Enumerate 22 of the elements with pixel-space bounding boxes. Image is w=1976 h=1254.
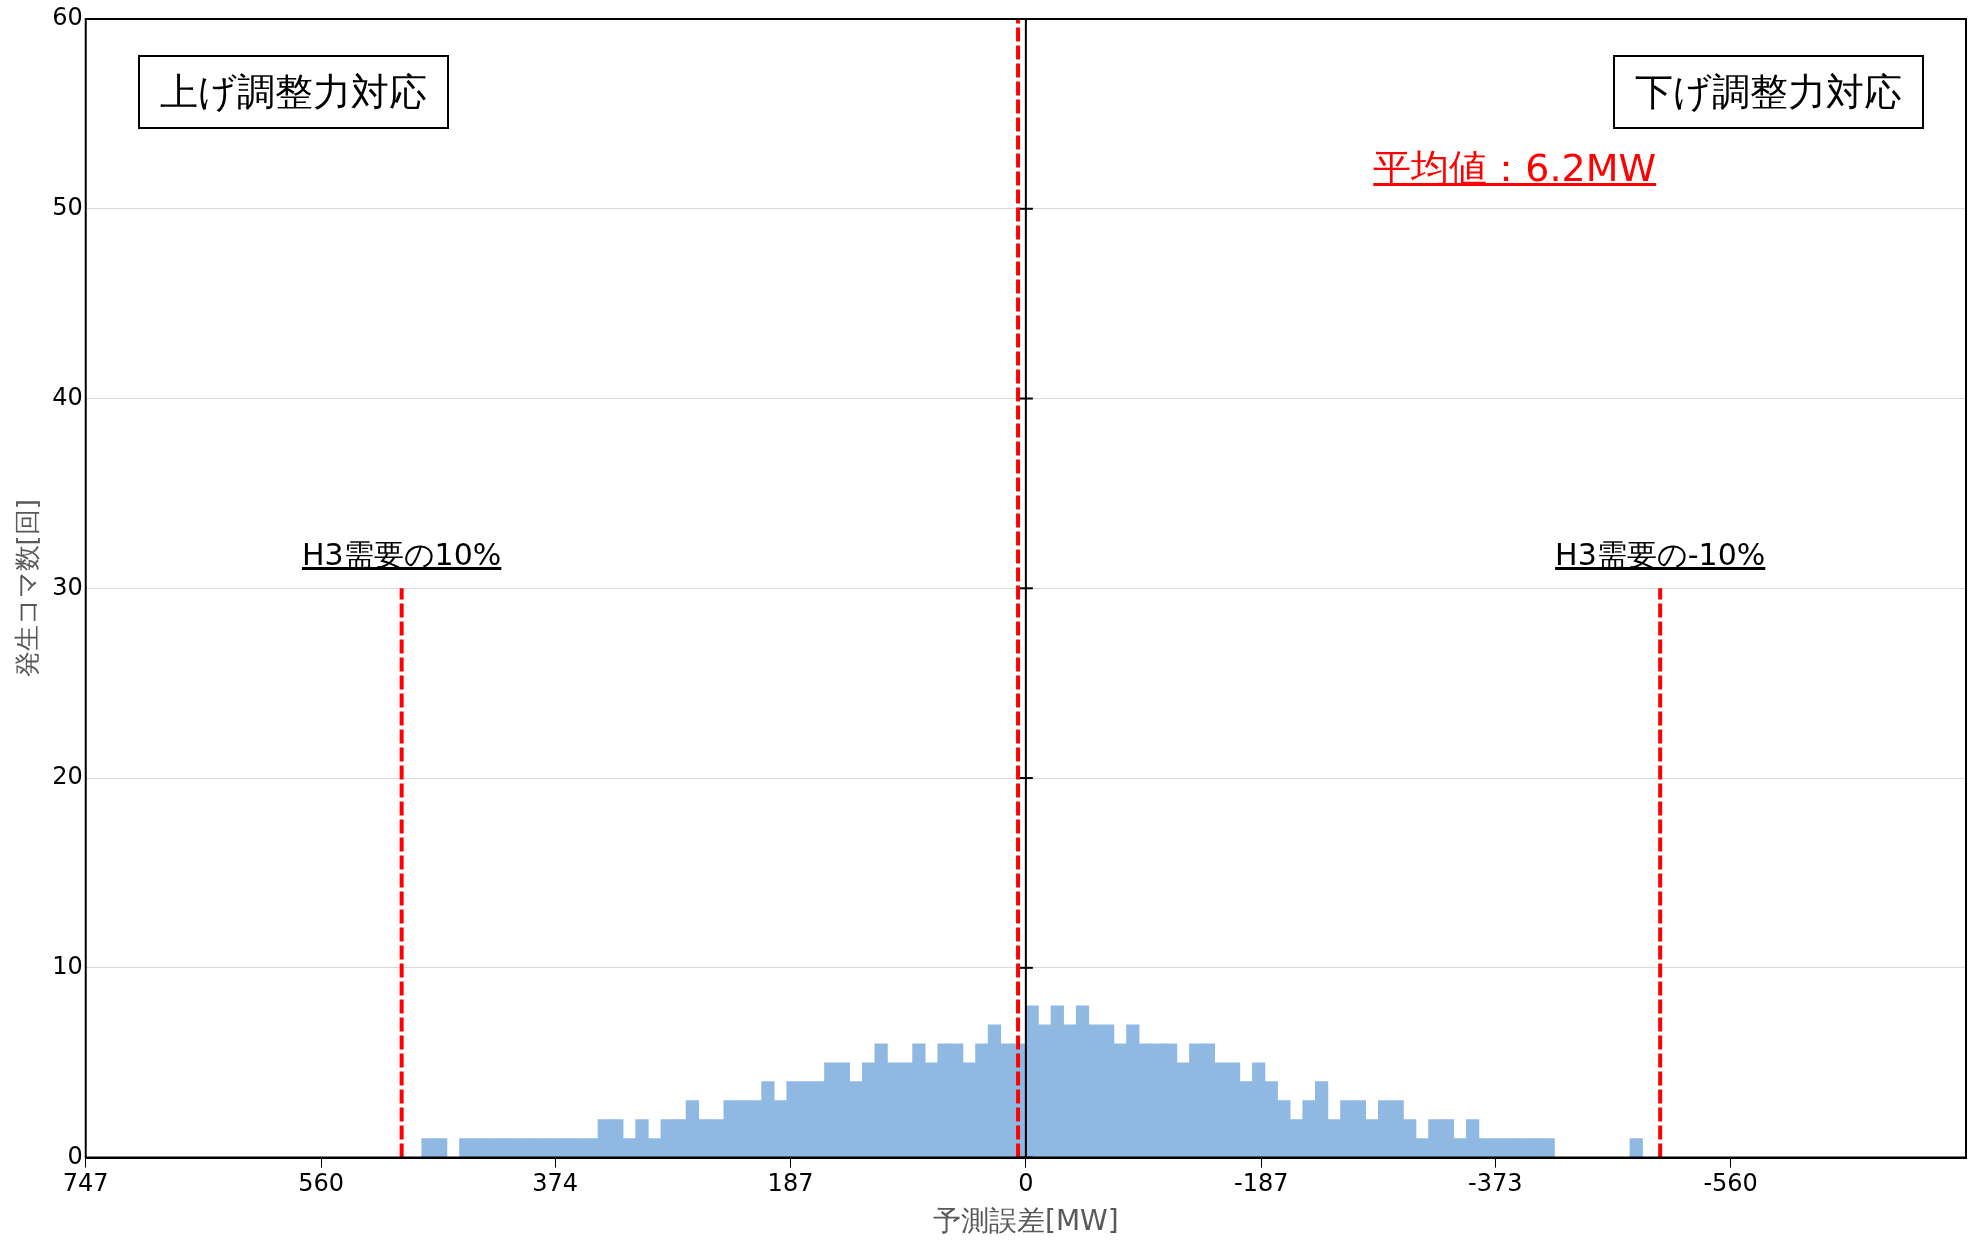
x-tick-label: 0	[1018, 1169, 1034, 1198]
x-tick-label: 374	[532, 1169, 579, 1198]
annotation: 上げ調整力対応	[137, 55, 449, 129]
x-tick-label: -187	[1233, 1169, 1289, 1198]
x-tick-label: 560	[298, 1169, 344, 1198]
y-tick-label: 30	[52, 572, 83, 601]
y-tick-label: 0	[67, 1141, 83, 1170]
x-tick-label: 747	[62, 1169, 109, 1198]
y-axis-title: 発生コマ数[回]	[12, 499, 43, 678]
x-axis-title: 予測誤差[MW]	[933, 1204, 1119, 1238]
annotation: H3需要の10%	[301, 536, 502, 575]
y-tick-label: 40	[52, 382, 83, 411]
annotation: 平均値：6.2MW	[1373, 145, 1657, 192]
y-tick-label: 50	[52, 193, 83, 221]
y-tick-label: 60	[52, 3, 83, 32]
x-tick-label: -373	[1468, 1169, 1523, 1198]
annotation: 下げ調整力対応	[1613, 55, 1924, 129]
annotation: H3需要の-10%	[1555, 536, 1766, 575]
x-tick-label: -560	[1703, 1169, 1758, 1198]
x-tick-label: 187	[767, 1169, 814, 1198]
y-tick-label: 10	[52, 952, 83, 981]
y-tick-label: 20	[52, 762, 83, 791]
